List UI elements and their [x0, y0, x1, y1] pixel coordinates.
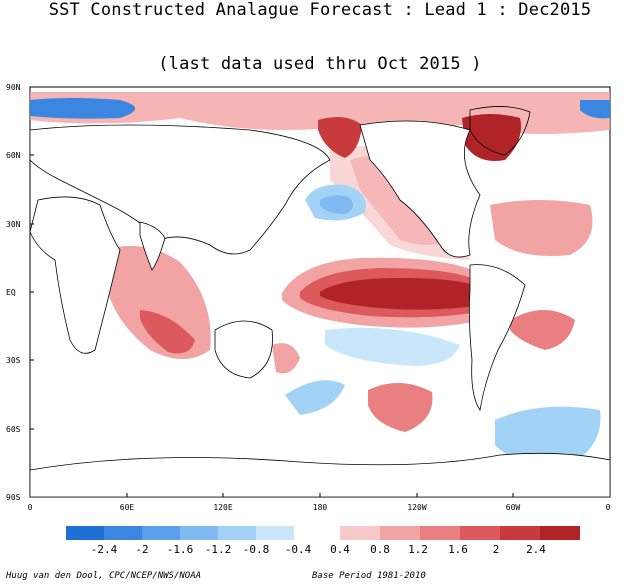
credit-text: Huug van den Dool, CPC/NCEP/NWS/NOAA: [6, 571, 202, 581]
lat-tick-label: EQ: [6, 288, 16, 297]
colorbar-swatch-positive: [500, 526, 540, 540]
lat-tick-label: 90S: [6, 493, 21, 502]
colorbar-swatch-positive: [380, 526, 420, 540]
greenland-warm: [462, 114, 521, 161]
colorbar-label: 1.2: [408, 543, 428, 556]
lon-tick-label: 60E: [119, 503, 135, 512]
south-america-coast: [468, 264, 526, 412]
colorbar-label: -1.2: [204, 543, 232, 556]
lon-tick-label: 180: [312, 503, 328, 512]
s-pacific-cool: [325, 327, 460, 366]
colorbar-label: -0.8: [242, 543, 270, 556]
colorbar-label: 1.6: [448, 543, 468, 556]
colorbar-label: -2.4: [90, 543, 118, 556]
australia-coast: [214, 320, 273, 379]
lat-tick-label: 60S: [6, 425, 21, 434]
bering-warm: [318, 116, 362, 158]
enso-warm-core: [320, 278, 476, 310]
arctic-cool-west: [30, 98, 135, 119]
coastlines: [29, 106, 611, 498]
lon-tick-label: 120E: [213, 503, 233, 512]
colorbar-swatch-negative: [256, 526, 294, 540]
lat-tick-label: 90N: [6, 83, 21, 92]
colorbar-label: 2.4: [526, 543, 546, 556]
colorbar-label: -0.4: [284, 543, 312, 556]
s-atlantic-warm: [510, 310, 575, 350]
frame-ticks: [30, 154, 514, 497]
lon-tick-label: 0: [27, 503, 33, 512]
colorbar-swatch-negative: [180, 526, 218, 540]
map-title-line1: SST Constructed Analague Forecast : Lead…: [48, 0, 592, 20]
colorbar-label: 0.8: [370, 543, 390, 556]
eurasia-coast: [29, 124, 331, 255]
colorbar-label: 2: [492, 543, 500, 556]
colorbar-label: 0.4: [330, 543, 350, 556]
n-atlantic-warm: [490, 200, 593, 256]
colorbar-label: -2: [135, 543, 149, 556]
lon-tick-label: 120W: [407, 503, 427, 512]
indian-warm-core: [140, 310, 195, 354]
colorbar-swatch-negative: [66, 526, 104, 540]
india-coast: [139, 221, 166, 271]
n-pacific-cool-core: [320, 195, 354, 214]
lat-tick-label: 30N: [6, 220, 21, 229]
colorbar-swatch-positive: [460, 526, 500, 540]
colorbar-swatch-positive: [540, 526, 580, 540]
colorbar-label: -1.6: [166, 543, 194, 556]
africa-coast: [29, 196, 121, 354]
lat-tick-label: 30S: [6, 356, 21, 365]
base-period-text: Base Period 1981-2010: [312, 571, 426, 581]
nz-warm: [272, 343, 300, 374]
lon-tick-label: 60W: [505, 503, 521, 512]
sw-pacific-cool: [285, 380, 345, 415]
greenland-coast: [469, 106, 531, 156]
se-pacific-warm: [368, 382, 433, 432]
north-america-coast: [359, 120, 481, 258]
colorbar-swatch-negative: [142, 526, 180, 540]
colorbar-swatch-positive: [420, 526, 460, 540]
lon-tick-label: 0: [605, 503, 611, 512]
lat-tick-label: 60N: [6, 151, 21, 160]
arctic-cool-east: [580, 100, 610, 119]
map-title-line2: (last data used thru Oct 2015 ): [158, 54, 482, 74]
antarctica-coast: [29, 452, 611, 498]
colorbar-swatch-negative: [218, 526, 256, 540]
colorbar: [66, 526, 580, 540]
colorbar-swatch-positive: [340, 526, 380, 540]
colorbar-swatch-negative: [104, 526, 142, 540]
